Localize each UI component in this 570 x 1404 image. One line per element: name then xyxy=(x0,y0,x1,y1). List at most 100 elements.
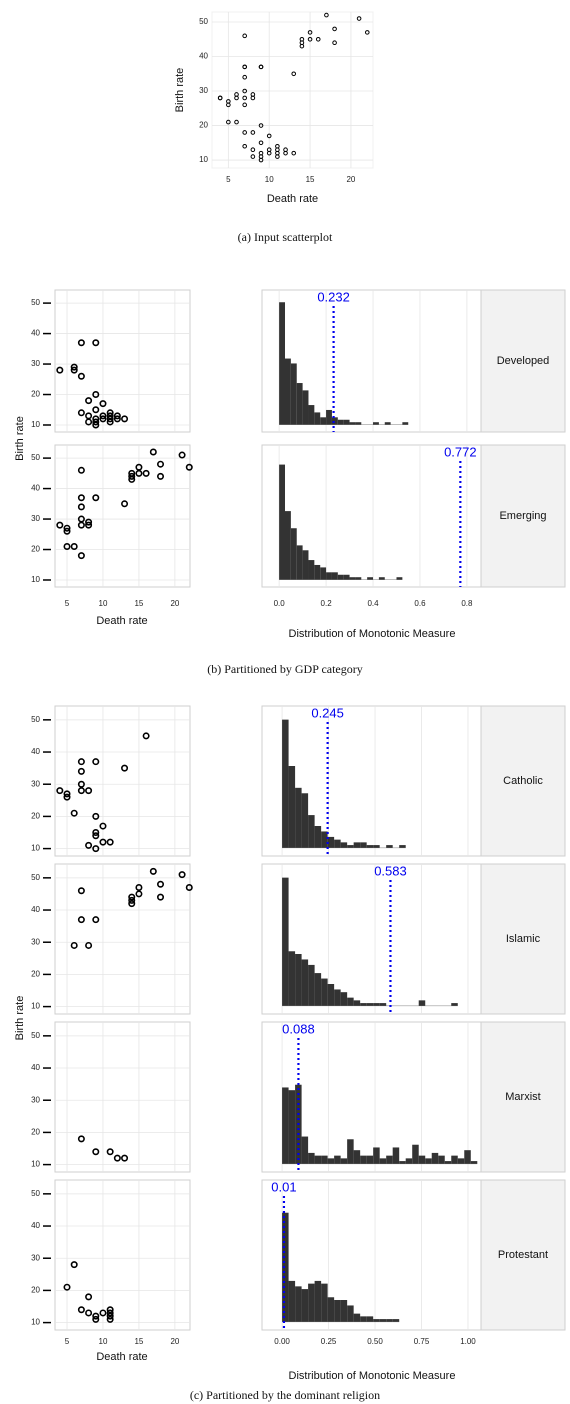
histogram-bar xyxy=(326,409,332,425)
y-tick-label: 40 xyxy=(31,329,40,338)
histogram-bar xyxy=(384,422,391,425)
y-tick-label: 10 xyxy=(199,155,208,164)
histogram-bar xyxy=(334,1300,341,1322)
point xyxy=(56,521,64,529)
histogram-bar xyxy=(360,842,367,848)
x-tick-label: 20 xyxy=(346,175,355,184)
histogram-bar xyxy=(451,1003,458,1006)
point xyxy=(266,150,272,156)
histogram-bar xyxy=(288,766,296,848)
histogram-bar xyxy=(314,412,321,425)
histogram-bar xyxy=(340,1300,348,1322)
point xyxy=(77,887,85,895)
strip xyxy=(480,1179,566,1331)
y-tick-label: 50 xyxy=(31,298,40,307)
point xyxy=(106,1148,114,1156)
point xyxy=(275,154,280,159)
histogram-bar xyxy=(405,1158,413,1164)
point xyxy=(128,900,136,908)
x-tick-label: 5 xyxy=(226,175,231,184)
x-tick-label: 0.00 xyxy=(274,1337,290,1346)
point xyxy=(242,74,247,80)
histogram-bar xyxy=(431,1152,439,1164)
histogram-bar xyxy=(360,1316,367,1322)
point xyxy=(77,521,85,529)
point xyxy=(70,941,78,949)
point xyxy=(226,119,231,125)
strip-label: Islamic xyxy=(506,933,541,945)
panel-background xyxy=(54,1021,191,1173)
histogram-bar xyxy=(295,954,302,1006)
point xyxy=(250,95,256,101)
histogram-bar xyxy=(279,464,286,580)
point xyxy=(92,829,100,837)
point xyxy=(157,880,165,888)
panel-background xyxy=(54,1179,191,1331)
point xyxy=(135,890,143,898)
histogram-bar xyxy=(314,564,321,580)
point xyxy=(275,147,280,153)
histogram-bar xyxy=(285,511,291,580)
panel-background xyxy=(54,289,191,433)
point xyxy=(266,133,272,139)
point xyxy=(234,119,239,125)
point xyxy=(70,1261,78,1269)
point xyxy=(291,150,297,156)
point xyxy=(113,1154,121,1162)
histogram-bar xyxy=(337,574,344,580)
point xyxy=(77,494,85,502)
point xyxy=(121,415,129,423)
point xyxy=(77,409,85,417)
point xyxy=(63,542,71,550)
y-tick-label: 10 xyxy=(31,575,40,584)
point xyxy=(242,64,247,70)
histogram-bar xyxy=(334,989,341,1006)
y-tick-label: 40 xyxy=(31,1221,40,1230)
y-tick-label: 20 xyxy=(31,390,40,399)
point xyxy=(258,157,264,163)
y-tick-label: 40 xyxy=(31,484,40,493)
point xyxy=(92,421,100,429)
histogram-bar xyxy=(378,577,385,580)
histogram-bar xyxy=(334,1155,341,1164)
x-tick-label: 10 xyxy=(265,175,274,184)
histogram-bar xyxy=(302,390,309,425)
point xyxy=(121,1154,129,1162)
histogram-bar xyxy=(349,577,356,580)
histogram-bar xyxy=(308,964,315,1006)
measure-label: 0.088 xyxy=(282,1021,315,1036)
y-tick-label: 30 xyxy=(199,86,208,95)
histogram-bar xyxy=(353,842,361,848)
histogram-bar xyxy=(343,574,350,580)
point xyxy=(106,1309,114,1317)
hist-x-axis-title: Distribution of Monotonic Measure xyxy=(289,628,456,640)
point xyxy=(92,1315,100,1323)
point xyxy=(242,88,247,94)
histogram-bar xyxy=(347,1305,354,1322)
point xyxy=(77,1135,85,1143)
strip-label: Catholic xyxy=(503,775,543,787)
x-axis-title: Death rate xyxy=(96,615,147,627)
strip-label: Emerging xyxy=(499,510,546,522)
histogram-bar xyxy=(321,978,328,1006)
point xyxy=(85,518,93,526)
point xyxy=(85,1309,93,1317)
point xyxy=(135,883,143,891)
histogram-bar xyxy=(373,422,379,425)
x-tick-label: 5 xyxy=(65,599,70,608)
y-tick-label: 30 xyxy=(31,1253,40,1262)
histogram-bar xyxy=(290,528,297,580)
histogram-bar xyxy=(288,1090,296,1164)
measure-label: 0.245 xyxy=(311,705,344,720)
histogram-bar xyxy=(386,845,393,848)
caption: (a) Input scatterplot xyxy=(238,230,333,244)
histogram-bar xyxy=(444,1161,452,1164)
x-tick-label: 10 xyxy=(99,1337,108,1346)
point xyxy=(106,1315,114,1323)
histogram-bar xyxy=(399,845,406,848)
histogram-bar xyxy=(296,545,303,580)
histogram-bar xyxy=(438,1155,445,1164)
point xyxy=(157,893,165,901)
point xyxy=(178,871,186,879)
histogram-bar xyxy=(386,1155,393,1164)
